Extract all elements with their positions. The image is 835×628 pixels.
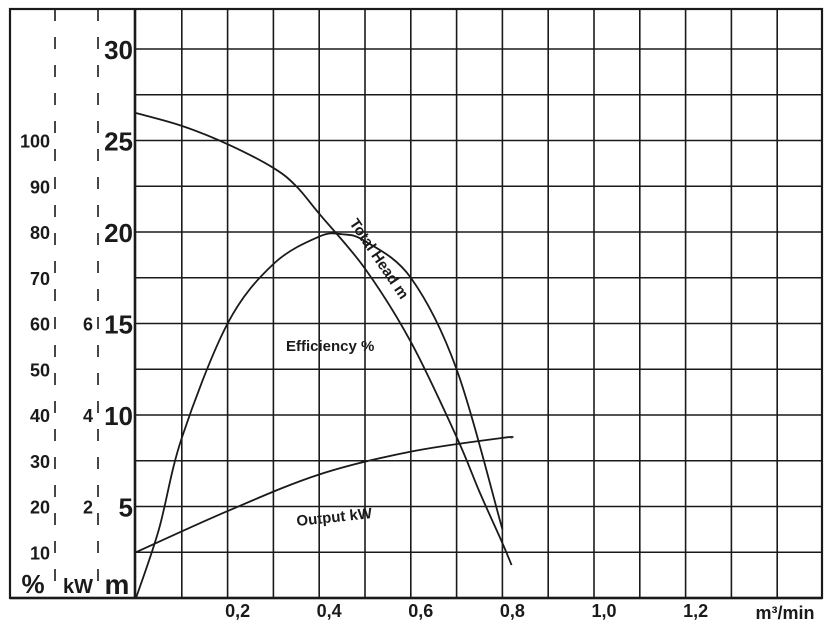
grid [135, 9, 822, 598]
efficiency-tick-label: 20 [30, 498, 50, 518]
efficiency-tick-label: 70 [30, 269, 50, 289]
efficiency-tick-label: 90 [30, 177, 50, 197]
frame [8, 7, 824, 600]
series-line-head [135, 112, 513, 566]
x-tick-label: 1,2 [683, 601, 708, 621]
efficiency-tick-label: 10 [30, 543, 50, 563]
output-label: Output kW [296, 505, 374, 530]
efficiency-tick-label: 50 [30, 360, 50, 380]
efficiency-tick-label: 100 [20, 132, 50, 152]
head-tick-label: 30 [104, 35, 133, 65]
series-line-power [135, 435, 514, 554]
head-tick-label: 5 [119, 493, 133, 523]
curves [135, 112, 514, 599]
head-tick-label: 15 [104, 310, 133, 340]
efficiency-tick-label: 30 [30, 452, 50, 472]
power-tick-label: 6 [83, 315, 93, 335]
power-tick-label: 4 [83, 406, 93, 426]
efficiency-axis-unit: % [21, 569, 44, 599]
x-tick-label: 1,0 [591, 601, 616, 621]
efficiency-tick-label: 40 [30, 406, 50, 426]
x-tick-label: 0,4 [317, 601, 342, 621]
head-tick-label: 20 [104, 218, 133, 248]
power-tick-label: 2 [83, 498, 93, 518]
efficiency-tick-label: 60 [30, 315, 50, 335]
tick-labels: 0,2 0,4 0,6 0,8 1,0 1,2 m³/min 5 10 15 20 25 30 2 4 6 10… [20, 35, 815, 623]
x-tick-label: 0,6 [408, 601, 433, 621]
head-tick-label: 10 [104, 401, 133, 431]
series-line-efficiency [135, 232, 504, 599]
head-axis-unit: m [105, 569, 130, 600]
power-axis-unit: kW [63, 576, 93, 598]
x-tick-label: 0,2 [225, 601, 250, 621]
efficiency-label: Efficiency % [286, 338, 374, 355]
x-axis-unit: m³/min [755, 603, 814, 623]
head-tick-label: 25 [104, 127, 133, 157]
efficiency-tick-label: 80 [30, 223, 50, 243]
x-tick-label: 0,8 [500, 601, 525, 621]
